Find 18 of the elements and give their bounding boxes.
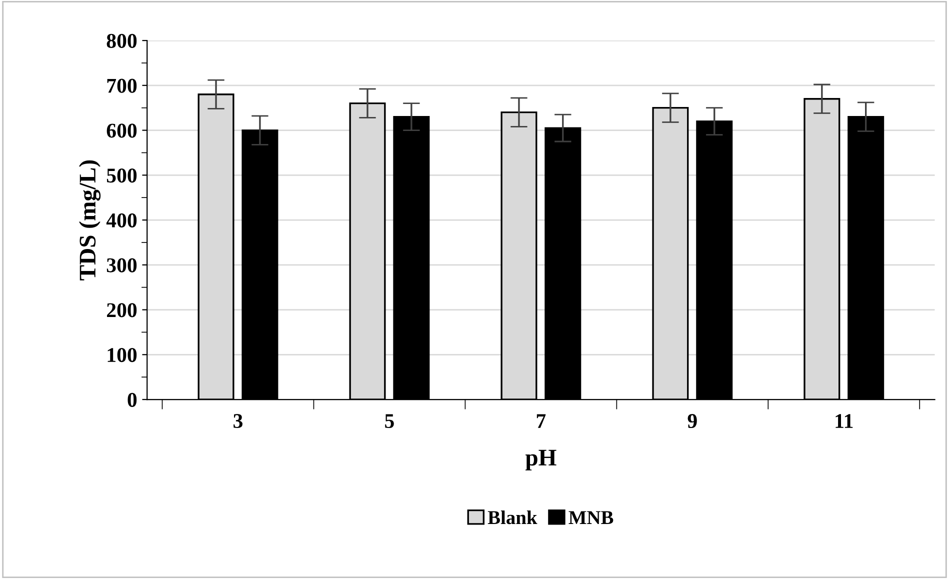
y-tick-label: 100 (108, 348, 137, 362)
legend-label: MNB (568, 511, 614, 524)
x-tick-label: 11 (836, 414, 853, 428)
y-tick-label: 400 (106, 213, 137, 228)
y-tick-label: 700 (107, 78, 137, 93)
y-tick-label: 300 (106, 258, 137, 272)
y-axis-title: TDS (mg/L) (78, 160, 101, 280)
x-tick-label: 9 (688, 414, 697, 428)
x-tick-label: 7 (536, 414, 546, 428)
y-tick-label: 0 (128, 392, 137, 407)
legend-label: Blank (488, 510, 538, 524)
y-tick-label: 800 (106, 34, 137, 48)
y-tick-label: 500 (106, 168, 137, 183)
x-tick-label: 3 (234, 414, 242, 428)
x-tick-label: 5 (385, 414, 394, 428)
x-axis-title: pH (525, 450, 556, 470)
y-tick-label: 600 (106, 124, 137, 138)
y-tick-label: 200 (107, 303, 137, 318)
